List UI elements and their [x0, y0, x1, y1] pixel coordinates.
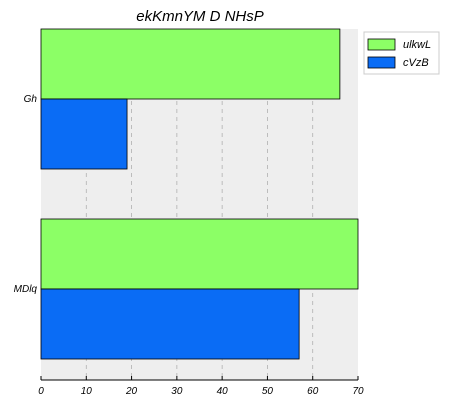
- y-tick-labels: Gh MDlq: [14, 94, 38, 295]
- legend-swatch-ulkwL: [367, 38, 396, 51]
- x-tick-label: 20: [125, 386, 138, 397]
- legend: ulkwL cVzB: [363, 31, 440, 75]
- x-tick-label: 40: [217, 386, 229, 397]
- x-ticks: 0 10 20 30 40 50 60 70: [38, 376, 364, 397]
- legend-label-cVzB: cVzB: [403, 57, 429, 69]
- bar-ulkwL-MDlq: [40, 218, 359, 290]
- bar-ulkwL-Gh: [40, 28, 341, 100]
- chart-title: ekKmnYM D NHsP: [136, 8, 264, 25]
- bar-cVzB-MDlq: [40, 288, 300, 360]
- x-tick-label: 60: [307, 386, 319, 397]
- x-tick-label: 30: [171, 386, 183, 397]
- x-tick-label: 0: [38, 386, 44, 397]
- legend-swatch-cVzB: [367, 56, 396, 69]
- y-tick-label: MDlq: [14, 284, 38, 295]
- x-tick-label: 10: [81, 386, 93, 397]
- legend-label-ulkwL: ulkwL: [403, 39, 431, 51]
- y-tick-label: Gh: [24, 94, 38, 105]
- bar-cVzB-Gh: [40, 98, 128, 170]
- x-tick-label: 50: [262, 386, 274, 397]
- bars: [40, 28, 359, 360]
- x-tick-label: 70: [352, 386, 364, 397]
